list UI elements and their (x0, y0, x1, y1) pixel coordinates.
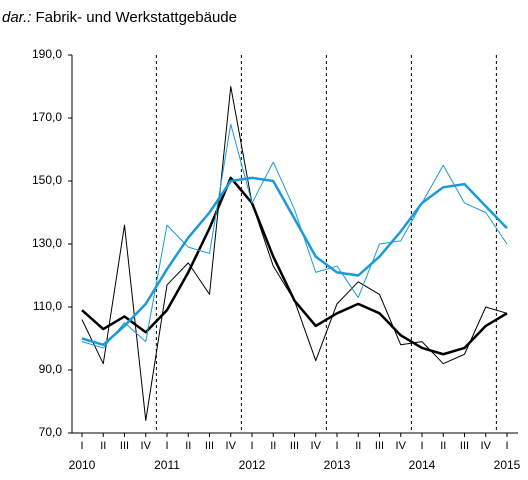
x-tick-label: III (120, 440, 129, 452)
year-label: 2014 (409, 458, 436, 472)
x-tick-label: IV (481, 440, 492, 452)
x-tick-label: I (165, 440, 168, 452)
x-tick-label: II (440, 440, 446, 452)
x-tick-label: IV (396, 440, 407, 452)
year-label: 2013 (324, 458, 351, 472)
series-line (81, 86, 508, 421)
x-tick-label: I (80, 440, 83, 452)
x-tick-label: III (205, 440, 214, 452)
x-tick-label: II (355, 440, 361, 452)
x-tick-label: I (505, 440, 508, 452)
series-line (81, 123, 508, 349)
x-tick-label: III (375, 440, 384, 452)
year-label: 2011 (154, 458, 180, 472)
series-line (81, 176, 508, 347)
x-tick-label: I (420, 440, 423, 452)
year-label: 2012 (239, 458, 266, 472)
title-text: Fabrik- und Werkstattgebäude (35, 9, 237, 26)
chart-title: dar.: Fabrik- und Werkstattgebäude (2, 9, 237, 26)
x-tick-label: IV (141, 440, 152, 452)
x-tick-label: III (460, 440, 469, 452)
y-tick-label: 110,0 (33, 299, 62, 313)
x-tick-label: I (335, 440, 338, 452)
y-tick-label: 70,0 (39, 425, 63, 439)
year-label: 2015 (494, 458, 521, 472)
y-tick-label: 190,0 (32, 47, 62, 61)
y-tick-label: 150,0 (32, 173, 62, 187)
x-tick-label: II (270, 440, 276, 452)
title-prefix: dar.: (2, 9, 31, 26)
x-tick-label: I (250, 440, 253, 452)
x-tick-label: II (100, 440, 106, 452)
series-line (81, 176, 508, 356)
x-tick-label: II (185, 440, 191, 452)
x-tick-label: III (290, 440, 299, 452)
x-tick-label: IV (311, 440, 322, 452)
year-label: 2010 (69, 458, 96, 472)
y-tick-label: 90,0 (39, 362, 63, 376)
x-tick-label: IV (226, 440, 237, 452)
y-tick-label: 130,0 (32, 236, 62, 250)
y-tick-label: 170,0 (32, 110, 62, 124)
